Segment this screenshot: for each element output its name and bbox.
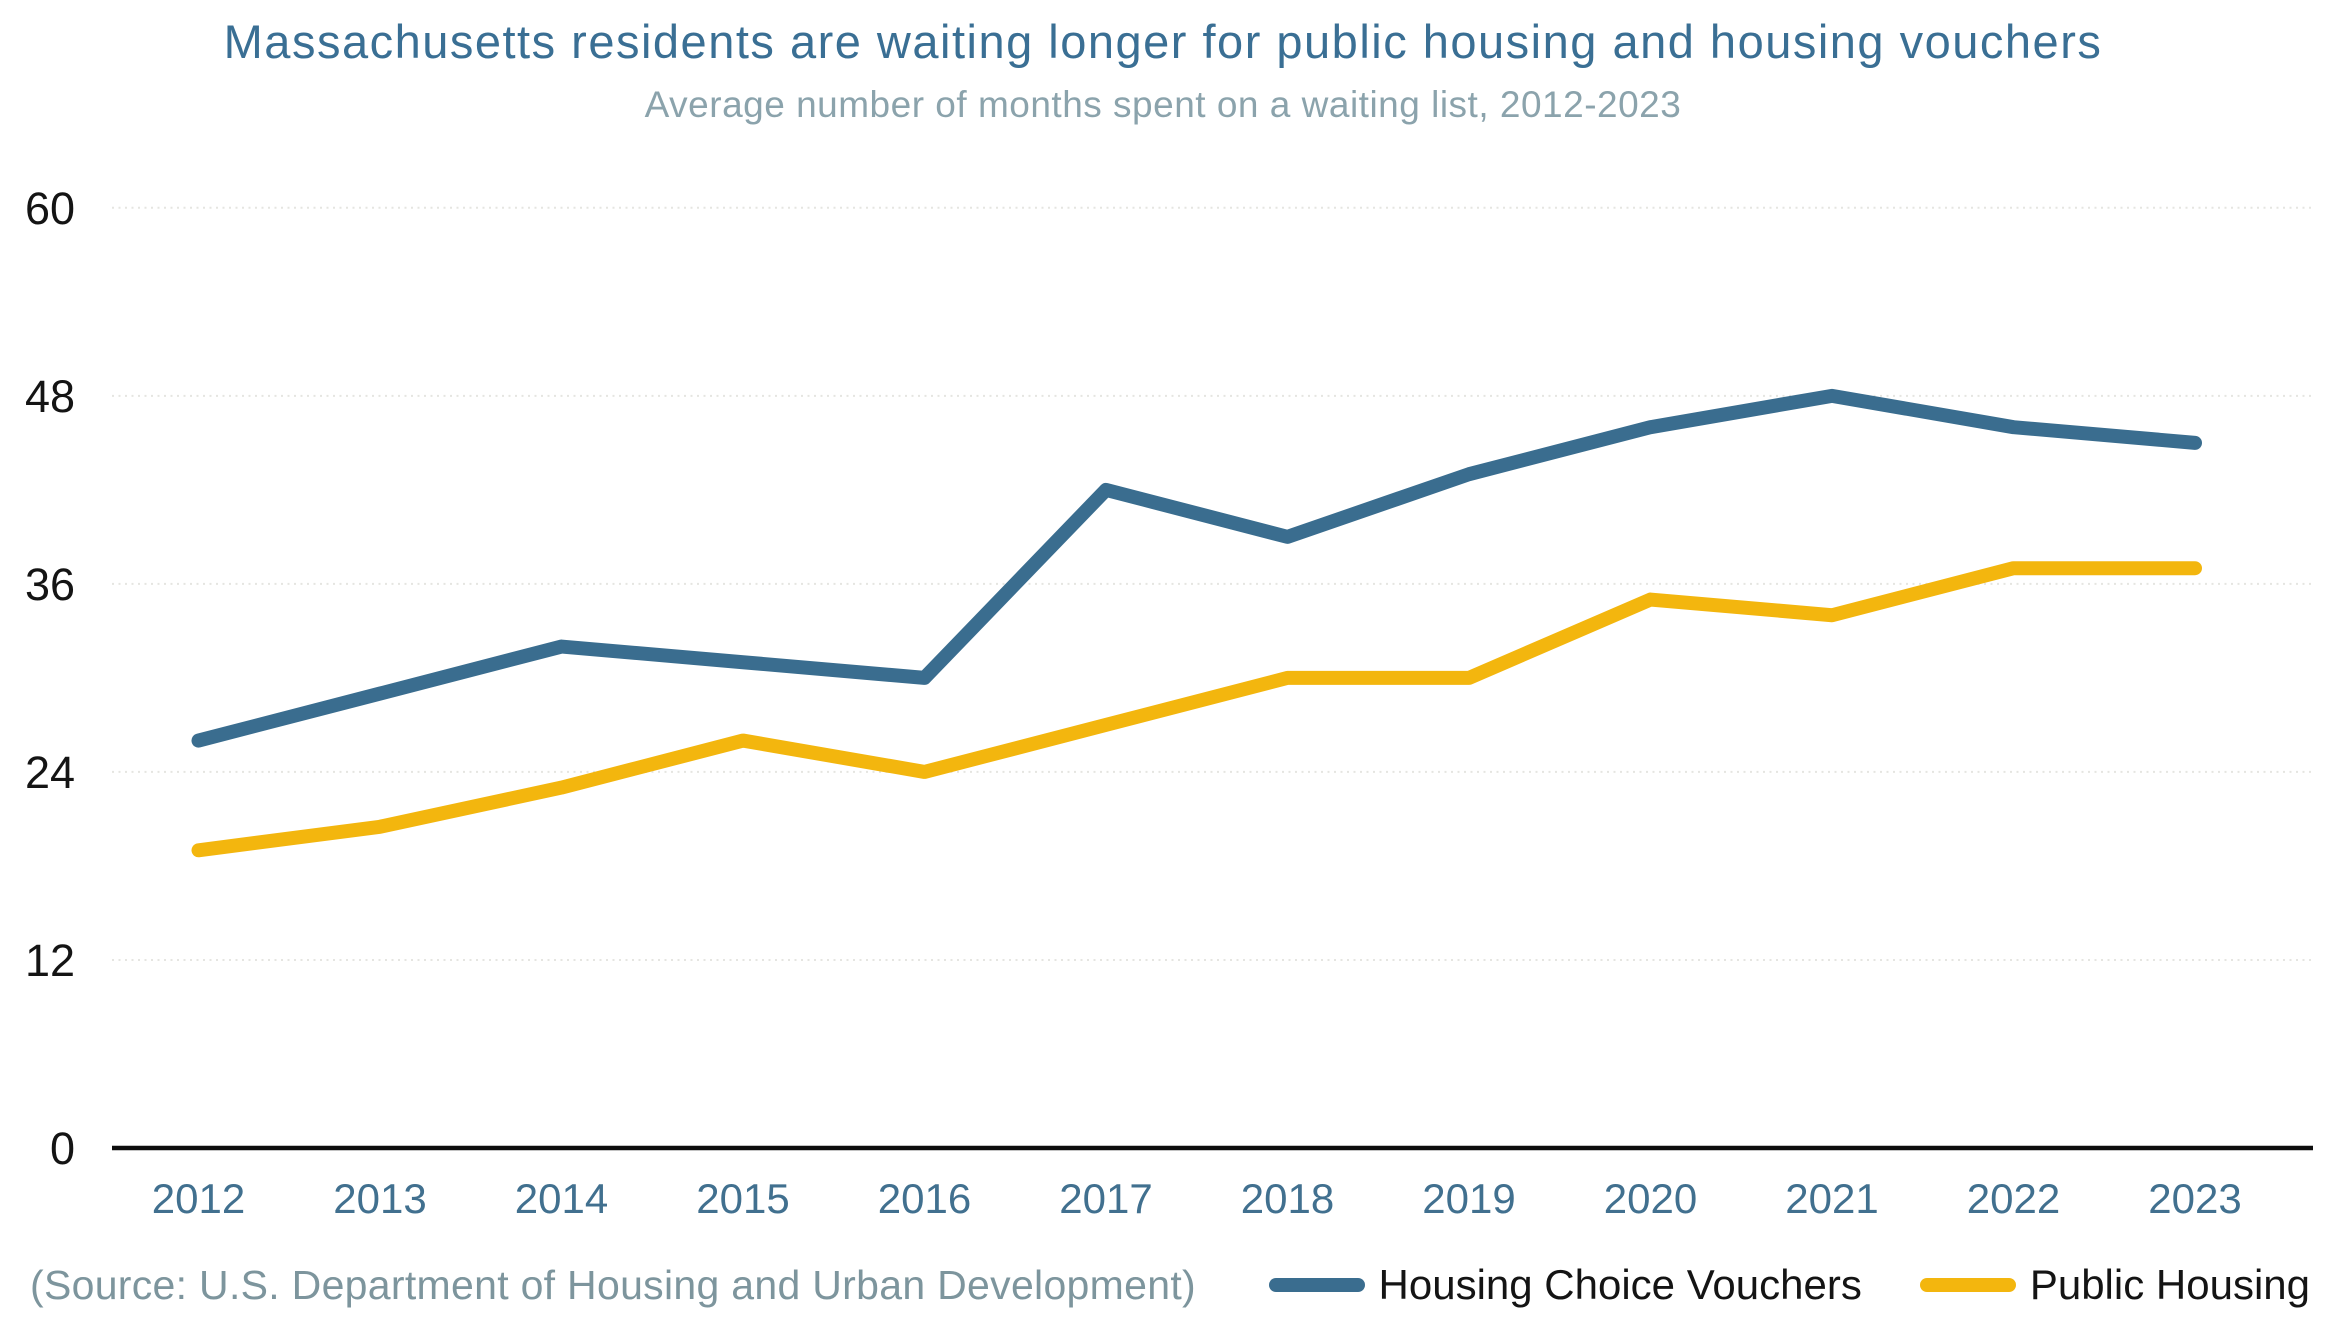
series-line-housing-choice-vouchers [191,388,2202,748]
legend-label: Public Housing [2029,1261,2310,1308]
x-tick-label-2020: 2020 [1604,1175,1697,1222]
legend-item-public-housing: Public Housing [1919,1261,2310,1309]
x-tick-label-2019: 2019 [1422,1175,1515,1222]
y-axis-tick-labels: 0 12 24 36 48 60 [25,183,75,1174]
x-axis-tick-labels: 2012 2013 2014 2015 2016 2017 2018 2019 2020 2021… [152,1175,2242,1222]
legend-swatch-icon [1268,1278,1365,1292]
chart-title: Massachusetts residents are waiting long… [223,15,2103,68]
legend: Housing Choice Vouchers Public Housing [1268,1261,2310,1309]
x-tick-label-2015: 2015 [696,1175,789,1222]
x-tick-label-2012: 2012 [152,1175,245,1222]
x-tick-label-2021: 2021 [1785,1175,1878,1222]
y-tick-label-36: 36 [25,559,75,610]
series-line-public-housing [191,561,2202,858]
y-tick-label-60: 60 [25,183,75,234]
y-tick-label-48: 48 [25,371,75,422]
x-tick-label-2016: 2016 [878,1175,971,1222]
x-tick-label-2018: 2018 [1241,1175,1334,1222]
x-tick-label-2017: 2017 [1059,1175,1152,1222]
x-tick-label-2022: 2022 [1967,1175,2060,1222]
y-tick-label-12: 12 [25,935,75,986]
y-tick-label-24: 24 [25,747,75,798]
source-note: (Source: U.S. Department of Housing and … [30,1261,1196,1308]
footer: (Source: U.S. Department of Housing and … [30,1252,2310,1318]
x-tick-label-2013: 2013 [333,1175,426,1222]
series-lines [191,388,2202,858]
chart-subtitle: Average number of months spent on a wait… [644,84,1682,125]
x-tick-label-2014: 2014 [515,1175,608,1222]
legend-label: Housing Choice Vouchers [1378,1261,1862,1308]
x-tick-label-2023: 2023 [2148,1175,2241,1222]
legend-item-housing-choice-vouchers: Housing Choice Vouchers [1268,1261,1862,1309]
gridlines [112,206,2313,961]
legend-swatch-icon [1919,1278,2016,1292]
y-tick-label-0: 0 [50,1123,75,1174]
